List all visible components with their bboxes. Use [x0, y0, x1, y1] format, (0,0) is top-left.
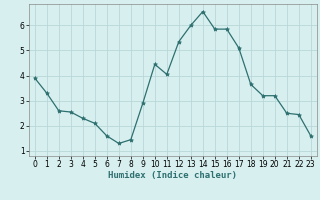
X-axis label: Humidex (Indice chaleur): Humidex (Indice chaleur)	[108, 171, 237, 180]
